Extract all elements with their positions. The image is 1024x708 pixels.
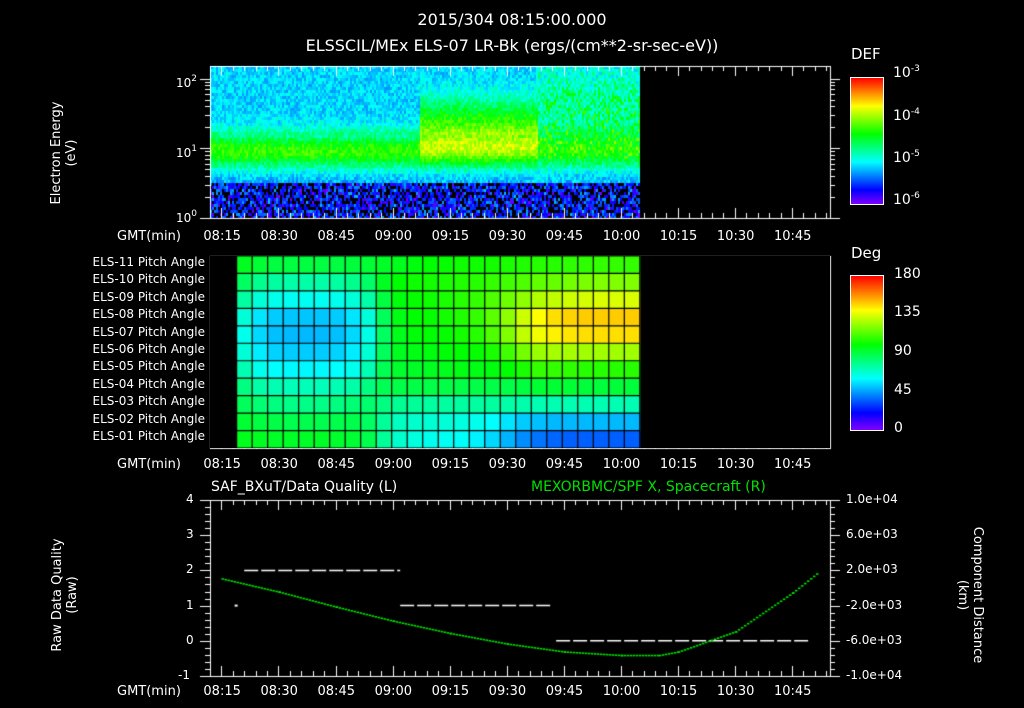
time-tick-label: 10:00 — [602, 229, 641, 244]
right-ytick-label: -2.0e+03 — [846, 597, 903, 612]
time-tick-label: 09:00 — [374, 229, 413, 244]
pitch-angle-row-label: ELS-07 Pitch Angle — [92, 324, 205, 339]
colorbar2 — [850, 275, 884, 431]
panel1-xlabel: GMT(min) — [117, 229, 181, 244]
pitch-angle-row-label: ELS-11 Pitch Angle — [92, 255, 205, 269]
time-tick-label: 09:15 — [431, 684, 470, 699]
pitch-angle-row-label: ELS-09 Pitch Angle — [92, 289, 205, 304]
pitch-angle-row-label: ELS-08 Pitch Angle — [92, 307, 205, 322]
time-tick-label: 10:30 — [716, 229, 755, 244]
panel3-left-ylabel-line2: (Raw) — [65, 576, 80, 614]
panel3-right-ylabel-line1: Component Distance — [970, 526, 985, 664]
time-tick-label: 09:30 — [488, 457, 527, 472]
time-tick-label: 08:15 — [203, 229, 241, 244]
colorbar1-label: 10-5 — [893, 149, 920, 166]
pitch-angle-row-label: ELS-02 Pitch Angle — [92, 411, 205, 426]
pitch-angle-row-label: ELS-06 Pitch Angle — [92, 342, 205, 356]
left-ytick-label: -1 — [178, 668, 190, 682]
time-tick-label: 10:15 — [659, 457, 698, 472]
panel3-left-title: SAF_BXuT/Data Quality (L) — [211, 479, 398, 495]
time-tick-label: 09:45 — [545, 457, 584, 472]
time-tick-label: 08:45 — [317, 229, 355, 244]
colorbar2-label: 135 — [894, 304, 921, 320]
time-tick-label: 09:15 — [431, 457, 470, 472]
time-tick-label: 08:45 — [317, 457, 355, 472]
panel3-left-ylabel-line1: Raw Data Quality — [50, 538, 65, 652]
time-tick-label: 10:00 — [602, 457, 641, 472]
pitch-angle-row-label: ELS-01 Pitch Angle — [92, 429, 205, 443]
panel3-right-ylabel-line2: (km) — [955, 579, 970, 611]
time-tick-label: 09:45 — [545, 684, 584, 699]
panel1-ytick: 101 — [176, 144, 198, 160]
right-ytick-label: 1.0e+04 — [846, 492, 898, 506]
right-ytick-label: 2.0e+03 — [846, 562, 898, 577]
left-ytick-label: 2 — [186, 562, 194, 577]
time-tick-label: 10:45 — [773, 229, 812, 244]
panel2-xlabel: GMT(min) — [117, 457, 181, 472]
left-ytick-label: 3 — [186, 527, 194, 542]
colorbar1 — [850, 77, 884, 205]
pitch-angle-row-label: ELS-05 Pitch Angle — [92, 359, 205, 374]
colorbar2-label: 45 — [894, 382, 912, 398]
panel3-xlabel: GMT(min) — [117, 684, 181, 699]
time-tick-label: 10:00 — [602, 684, 641, 699]
pitch-angle-row-label: ELS-10 Pitch Angle — [92, 272, 205, 287]
colorbar2-label: 180 — [894, 266, 921, 282]
panel1-ytick: 100 — [176, 209, 198, 225]
pitch-angle-row-label: ELS-04 Pitch Angle — [92, 376, 205, 391]
time-tick-label: 09:30 — [488, 684, 527, 699]
panel3-right-title: MEXORBMC/SPF X, Spacecraft (R) — [531, 479, 766, 495]
pitch-angle-heatmap — [210, 256, 830, 448]
right-ytick-label: 6.0e+03 — [846, 527, 898, 542]
time-tick-label: 09:00 — [374, 457, 413, 472]
time-tick-label: 08:30 — [260, 684, 298, 699]
time-tick-label: 10:30 — [716, 457, 755, 472]
right-ytick-label: -6.0e+03 — [846, 632, 903, 647]
time-tick-label: 08:30 — [260, 229, 298, 244]
panel3-left-ylabel: Raw Data Quality (Raw) — [50, 520, 80, 670]
pitch-angle-row-label: ELS-03 Pitch Angle — [92, 394, 205, 409]
panel1-ytick: 102 — [176, 74, 198, 90]
colorbar2-label: 0 — [894, 420, 903, 436]
colorbar2-title: Deg — [851, 244, 882, 262]
time-tick-label: 10:15 — [659, 229, 698, 244]
right-ytick-label: -1.0e+04 — [846, 668, 903, 682]
time-tick-label: 08:45 — [317, 684, 355, 699]
left-ytick-label: 1 — [186, 597, 194, 612]
colorbar1-label: 10-4 — [893, 107, 920, 124]
time-tick-label: 08:15 — [203, 457, 241, 472]
panel3-right-ylabel: Component Distance (km) — [955, 505, 985, 685]
left-ytick-label: 0 — [186, 632, 194, 647]
time-tick-label: 08:30 — [260, 457, 298, 472]
time-tick-label: 09:15 — [431, 229, 470, 244]
time-tick-label: 10:15 — [659, 684, 698, 699]
time-tick-label: 10:45 — [773, 684, 812, 699]
time-tick-label: 09:00 — [374, 684, 413, 699]
left-ytick-label: 4 — [186, 492, 194, 506]
colorbar1-label: 10-3 — [893, 64, 920, 81]
colorbar2-label: 90 — [894, 343, 912, 359]
time-tick-label: 08:15 — [203, 684, 241, 699]
time-tick-label: 10:45 — [773, 457, 812, 472]
time-tick-label: 10:30 — [716, 684, 755, 699]
time-tick-label: 09:30 — [488, 229, 527, 244]
colorbar1-label: 10-6 — [893, 191, 920, 208]
time-tick-label: 09:45 — [545, 229, 584, 244]
colorbar1-title: DEF — [851, 45, 881, 63]
